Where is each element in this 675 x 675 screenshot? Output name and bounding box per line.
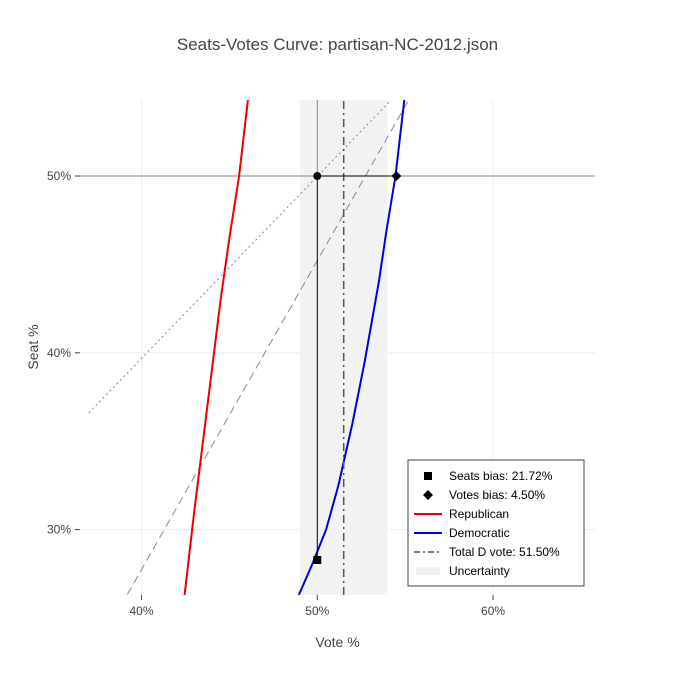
legend-item: Seats bias: 21.72% [424,469,553,483]
votes-bias-point [391,171,402,182]
series-line-democratic [297,100,406,595]
series-lines [183,100,406,595]
legend-label: Seats bias: 21.72% [449,469,553,483]
legend-label: Democratic [449,526,510,540]
legend-item: Democratic [414,526,510,540]
legend-label: Republican [449,507,509,521]
legend-item: Votes bias: 4.50% [423,488,545,502]
y-tick-label: 30% [47,523,71,537]
x-tick-label: 40% [130,604,154,618]
seats-bias-point [313,555,322,564]
legend-item: Republican [414,507,509,521]
legend-diamond-icon [423,490,433,500]
equal-vote-point [313,172,322,181]
legend-box [407,459,585,587]
y-axis-title: Seat % [25,324,41,369]
legend-square-icon [424,472,432,480]
legend-item: Uncertainty [416,564,510,578]
y-tick-label: 40% [47,346,71,360]
x-axis-ticks: 40% 50% 60% [130,595,505,618]
legend-label: Total D vote: 51.50% [449,545,560,559]
legend-label: Votes bias: 4.50% [449,488,545,502]
bias-points [313,171,402,564]
y-tick-label: 50% [47,169,71,183]
legend-label: Uncertainty [449,564,510,578]
x-tick-label: 50% [305,604,329,618]
reference-line [126,100,410,595]
bias-segments [316,175,397,560]
x-axis-title: Vote % [315,634,359,650]
x-tick-label: 60% [481,604,505,618]
legend-item: Total D vote: 51.50% [414,545,560,559]
series-line-republican [183,100,249,595]
y-axis-ticks: 30% 40% 50% [47,169,80,537]
legend: Seats bias: 21.72% Votes bias: 4.50% Repub… [407,459,585,587]
legend-band-icon [416,567,440,575]
chart-title: Seats-Votes Curve: partisan-NC-2012.json [177,35,498,54]
